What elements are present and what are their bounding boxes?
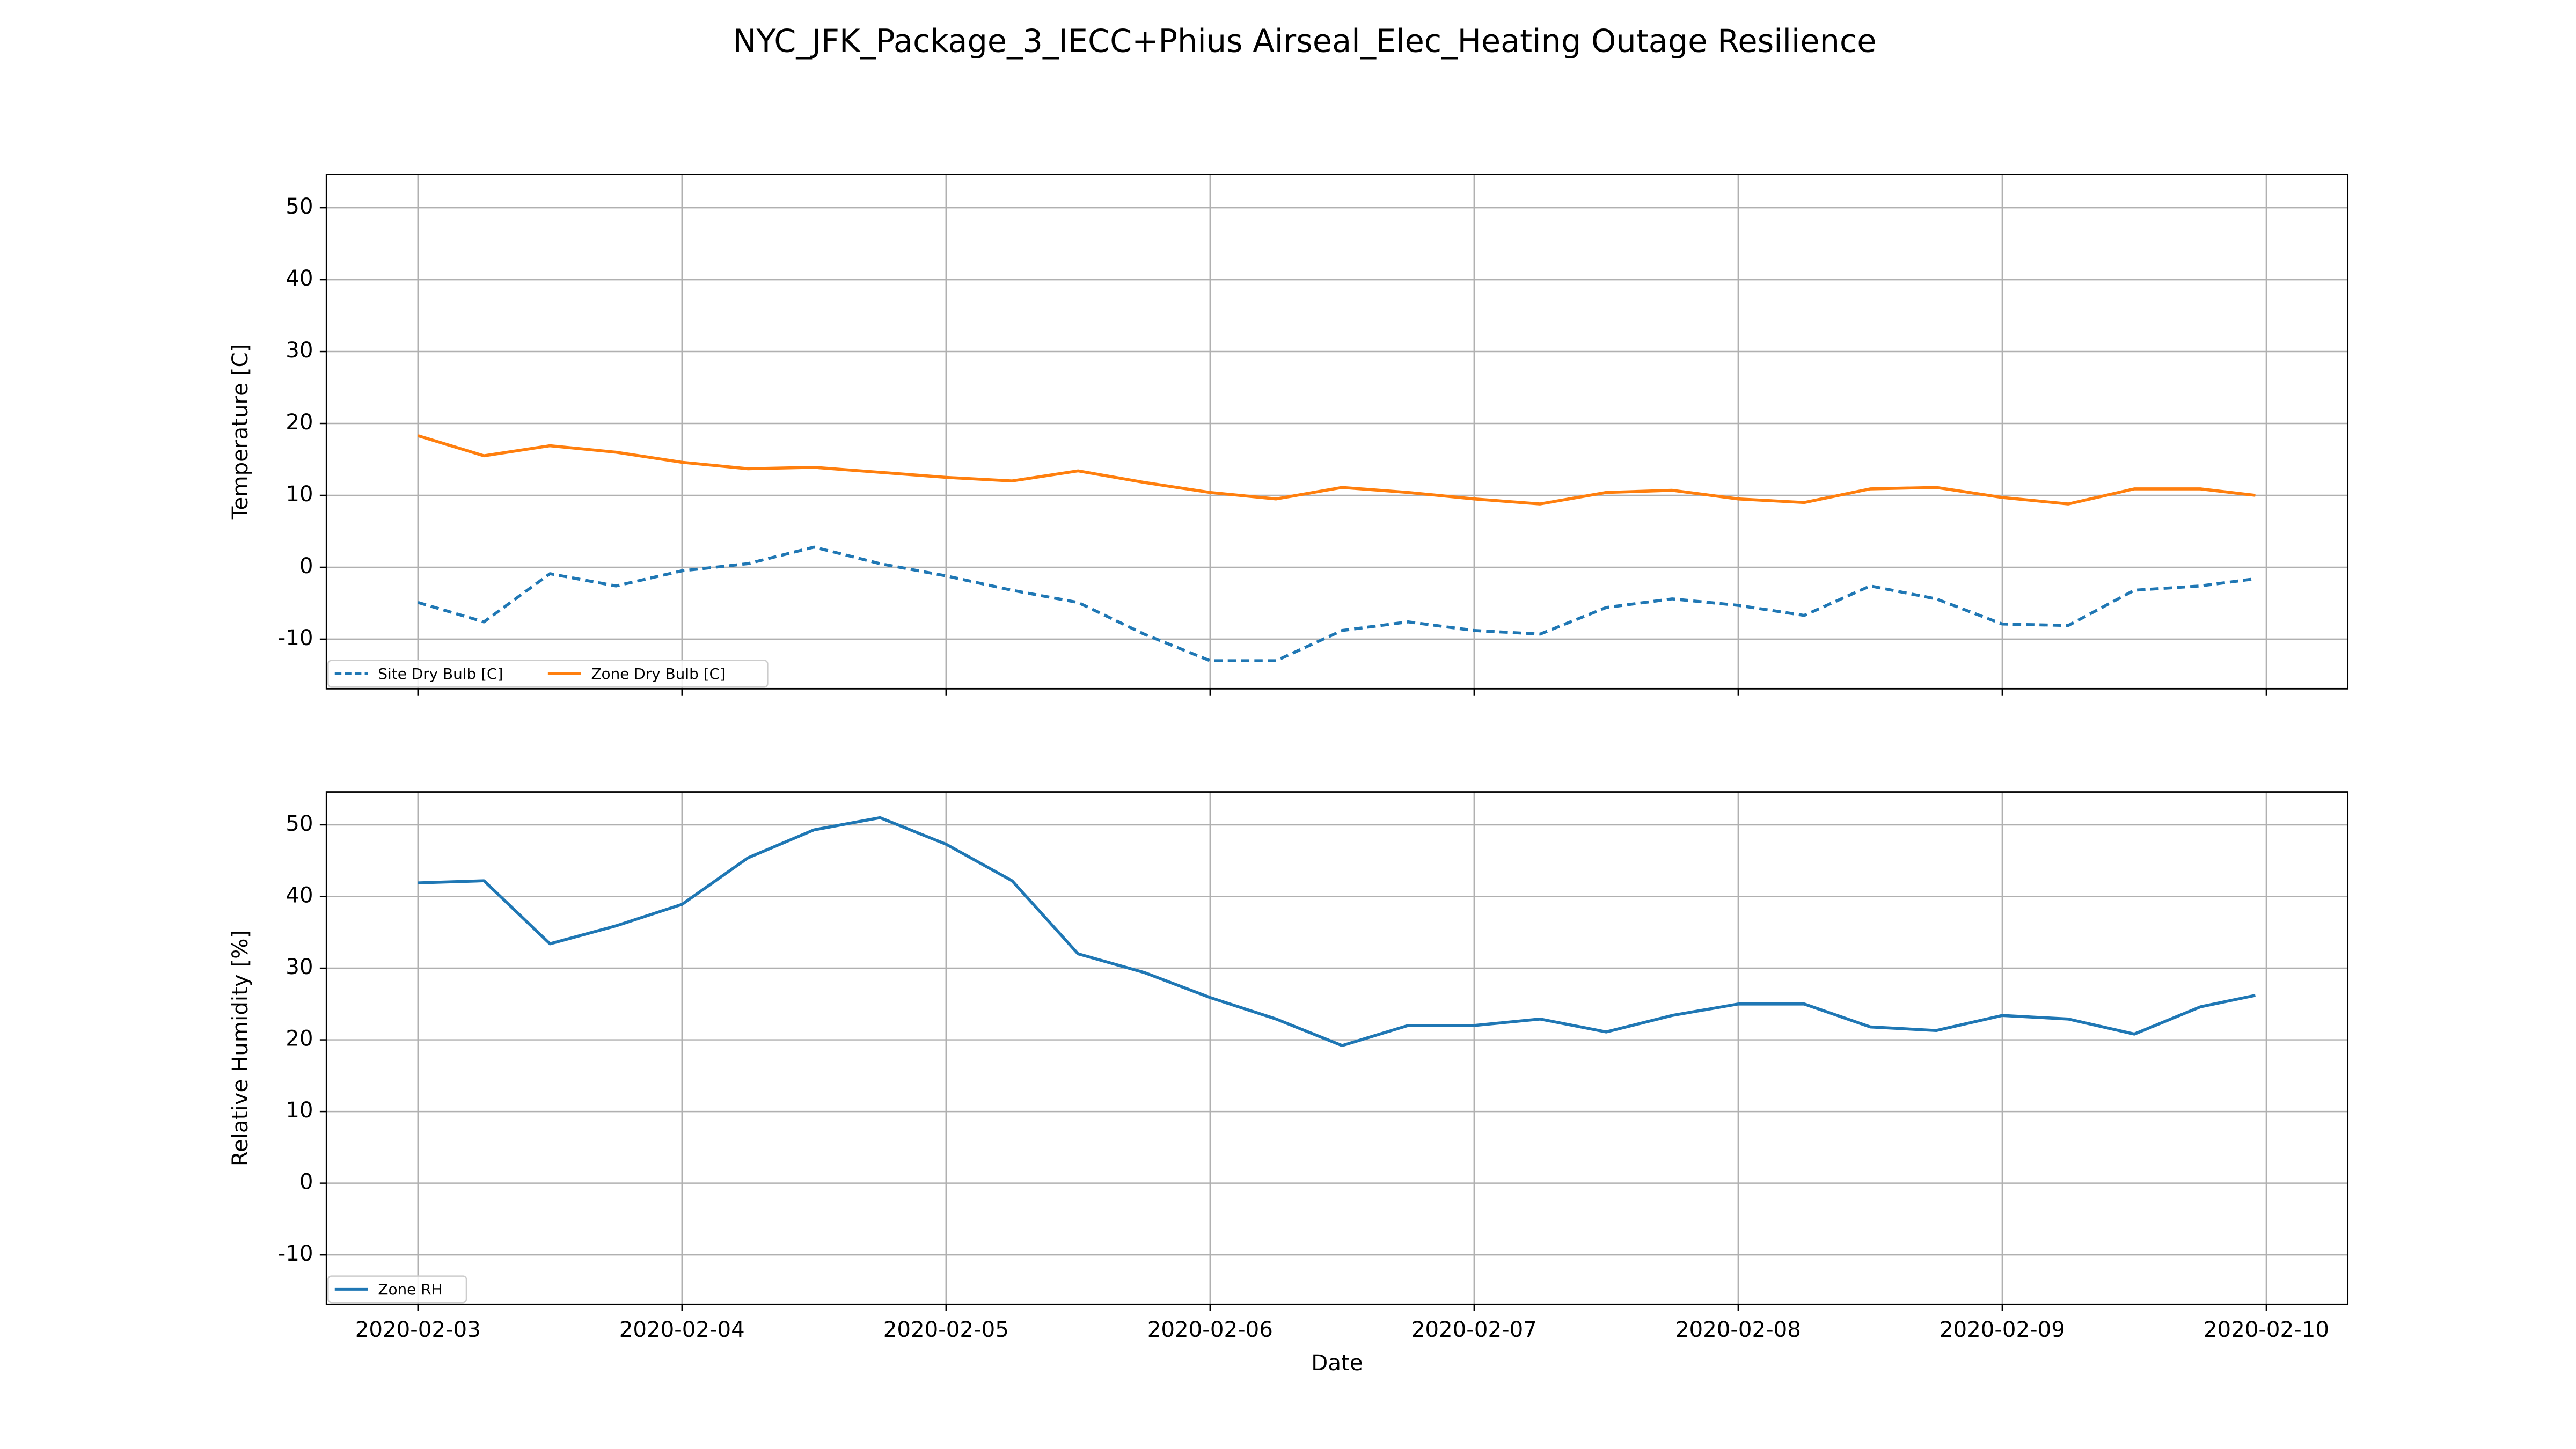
y-tick-label: 10 bbox=[286, 1097, 313, 1123]
axes-frame bbox=[325, 174, 2349, 690]
figure-title: NYC_JFK_Package_3_IECC+Phius Airseal_Ele… bbox=[733, 23, 1876, 60]
y-tick-label: 50 bbox=[286, 811, 313, 836]
series-line bbox=[417, 545, 2256, 662]
y-tick-label: 40 bbox=[286, 266, 313, 291]
y-axis-label: Temperature [C] bbox=[228, 344, 253, 521]
x-tick-label: 2020-02-04 bbox=[619, 1317, 745, 1342]
x-axis-label: Date bbox=[1311, 1350, 1363, 1375]
y-tick-label: 40 bbox=[286, 883, 313, 908]
y-axis-label: Relative Humidity [%] bbox=[228, 930, 253, 1166]
y-tick-label: -10 bbox=[278, 625, 313, 650]
axes-frame bbox=[325, 791, 2349, 1305]
y-tick-label: 0 bbox=[299, 1169, 313, 1195]
legend-box bbox=[327, 1275, 467, 1304]
legend-label: Zone Dry Bulb [C] bbox=[591, 665, 725, 683]
y-tick-label: 0 bbox=[299, 553, 313, 579]
legend: Site Dry Bulb [C] Zone Dry Bulb [C] bbox=[327, 660, 769, 688]
x-tick-label: 2020-02-05 bbox=[883, 1317, 1009, 1342]
x-tick-label: 2020-02-03 bbox=[355, 1317, 481, 1342]
legend-label: Zone RH bbox=[378, 1280, 442, 1298]
x-tick-label: 2020-02-09 bbox=[1940, 1317, 2065, 1342]
legend-label: Site Dry Bulb [C] bbox=[378, 665, 503, 683]
x-tick-label: 2020-02-07 bbox=[1411, 1317, 1537, 1342]
y-tick-label: 30 bbox=[286, 954, 313, 979]
series-line bbox=[418, 816, 2256, 1048]
y-tick-label: 50 bbox=[286, 194, 313, 219]
x-tick-label: 2020-02-08 bbox=[1675, 1317, 1801, 1342]
y-tick-label: -10 bbox=[278, 1241, 313, 1266]
x-tick-label: 2020-02-10 bbox=[2204, 1317, 2329, 1342]
y-tick-label: 30 bbox=[286, 338, 313, 363]
x-tick-label: 2020-02-06 bbox=[1147, 1317, 1273, 1342]
legend: Zone RH bbox=[327, 1275, 467, 1304]
y-tick-label: 10 bbox=[286, 481, 313, 507]
y-tick-label: 20 bbox=[286, 409, 313, 435]
y-tick-label: 20 bbox=[286, 1026, 313, 1051]
series-line bbox=[417, 434, 2256, 506]
